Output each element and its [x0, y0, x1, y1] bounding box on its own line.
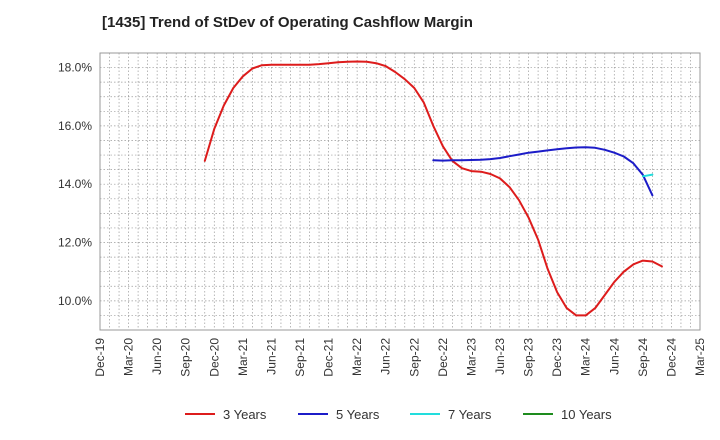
x-tick-label: Dec-22	[436, 338, 450, 377]
x-tick-label: Dec-23	[550, 338, 564, 377]
x-tick-label: Dec-24	[664, 338, 678, 377]
x-tick-label: Sep-22	[407, 338, 421, 377]
x-tick-label: Sep-21	[293, 338, 307, 377]
y-tick-label: 10.0%	[58, 294, 92, 308]
legend-label: 7 Years	[448, 407, 492, 422]
x-tick-label: Sep-24	[636, 338, 650, 377]
legend-label: 10 Years	[561, 407, 612, 422]
y-tick-label: 18.0%	[58, 61, 92, 75]
x-tick-label: Mar-22	[350, 338, 364, 376]
legend-label: 3 Years	[223, 407, 267, 422]
series-layer	[203, 60, 663, 317]
x-tick-label: Mar-23	[464, 338, 478, 376]
x-tick-label: Mar-21	[236, 338, 250, 376]
y-tick-label: 14.0%	[58, 177, 92, 191]
series-line-7-years	[641, 173, 654, 178]
x-tick-label: Sep-20	[179, 338, 193, 377]
x-tick-label: Dec-20	[207, 338, 221, 377]
x-tick-label: Dec-19	[93, 338, 107, 377]
legend-label: 5 Years	[336, 407, 380, 422]
x-tick-label: Sep-23	[522, 338, 536, 377]
x-tick-label: Dec-21	[322, 338, 336, 377]
x-tick-label: Jun-23	[493, 338, 507, 375]
y-tick-label: 12.0%	[58, 236, 92, 250]
y-tick-labels: 10.0% 12.0% 14.0% 16.0% 18.0%	[58, 61, 92, 308]
series-line-3-years	[203, 60, 663, 317]
legend: 3 Years 5 Years 7 Years 10 Years	[185, 407, 612, 422]
x-tick-label: Mar-24	[579, 338, 593, 376]
y-tick-label: 16.0%	[58, 119, 92, 133]
x-tick-label: Mar-20	[122, 338, 136, 376]
x-tick-label: Jun-24	[607, 338, 621, 375]
x-tick-label: Jun-21	[264, 338, 278, 375]
plot-frame	[99, 52, 701, 331]
chart-title: [1435] Trend of StDev of Operating Cashf…	[102, 14, 473, 31]
x-tick-label: Jun-22	[379, 338, 393, 375]
x-tick-label: Mar-25	[693, 338, 707, 376]
x-tick-label: Jun-20	[150, 338, 164, 375]
x-tick-labels: Dec-19 Mar-20 Jun-20 Sep-20 Dec-20 Mar-21 Jun-…	[93, 338, 707, 377]
grid-layer	[100, 53, 700, 330]
series-line-5-years	[432, 146, 654, 197]
